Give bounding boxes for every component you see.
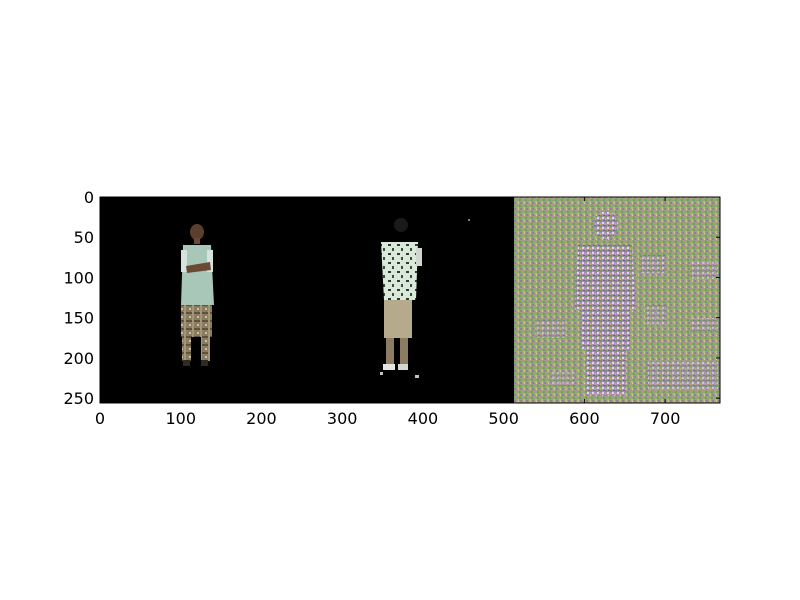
x-tick-label: 600 <box>569 409 600 428</box>
y-tick-label: 50 <box>74 228 94 247</box>
x-tick-label: 300 <box>327 409 358 428</box>
x-tick-label: 700 <box>650 409 681 428</box>
y-tick-label: 100 <box>63 268 94 287</box>
image-area <box>100 197 720 403</box>
panel-left <box>100 197 514 403</box>
x-tick-label: 400 <box>408 409 439 428</box>
y-tick-label: 150 <box>63 309 94 328</box>
x-tick-label: 500 <box>488 409 519 428</box>
panel-noise <box>514 197 720 403</box>
y-tick-label: 200 <box>63 349 94 368</box>
x-tick-label: 200 <box>246 409 277 428</box>
y-tick-label: 250 <box>63 389 94 408</box>
x-tick-label: 0 <box>95 409 105 428</box>
x-tick-label: 100 <box>165 409 196 428</box>
y-tick-label: 0 <box>84 188 94 207</box>
